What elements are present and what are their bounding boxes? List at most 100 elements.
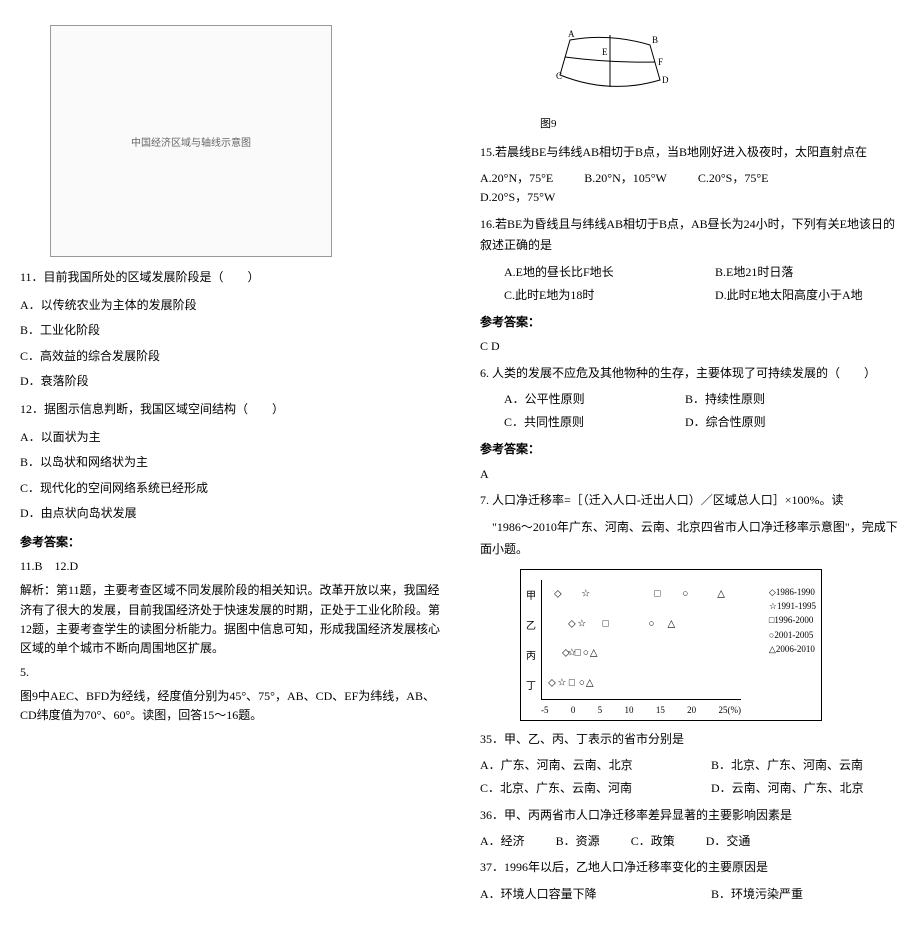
q16-opt-a: A.E地的昼长比F地长 (492, 263, 672, 282)
q35-opt-c: C．北京、广东、云南、河南 (480, 779, 680, 798)
q12-opt-c: C．现代化的空间网络系统已经形成 (20, 478, 440, 500)
chart-marker: △ (586, 678, 594, 689)
q36-opt-c: C．政策 (631, 832, 675, 851)
q12-opt-a: A．以面状为主 (20, 427, 440, 449)
legend-0: ◇1986-1990 (769, 585, 816, 599)
q11-opt-d: D．衰落阶段 (20, 371, 440, 393)
q37-stem: 37．1996年以后，乙地人口净迁移率变化的主要原因是 (480, 857, 900, 879)
q15-opt-b: B.20°N，105°W (584, 169, 667, 188)
q36-opt-d: D．交通 (706, 832, 751, 851)
chart-marker: △ (717, 588, 725, 599)
q36-options: A．经济 B．资源 C．政策 D．交通 (480, 832, 900, 851)
q6-opt-b: B．持续性原则 (673, 390, 765, 409)
migration-chart: 甲 乙 丙 丁 ◇☆□○△◇☆□○△◇☆□○△◇☆□○△ -5 0 5 10 1… (520, 569, 822, 721)
q37-options: A．环境人口容量下降 B．环境污染严重 (480, 885, 900, 904)
chart-marker: □ (575, 648, 581, 659)
china-map-figure: 中国经济区域与轴线示意图 (50, 25, 332, 257)
diagram-label-e: E (602, 47, 608, 57)
xlabel-5: 20 (687, 705, 696, 715)
xlabel-1: 0 (571, 705, 576, 715)
q15-opt-c: C.20°S，75°E (698, 169, 769, 188)
legend-3: ○2001-2005 (769, 628, 816, 642)
chart-marker: △ (590, 648, 598, 659)
ylabel-2: 丙 (526, 647, 536, 662)
q12-opt-d: D．由点状向岛状发展 (20, 503, 440, 525)
right-column: A B C D E F 图9 15.若晨线BE与纬线AB相切于B点，当B地刚好进… (480, 20, 900, 908)
q36-opt-b: B．资源 (556, 832, 600, 851)
chart-marker: ○ (583, 648, 589, 659)
xlabel-2: 5 (598, 705, 603, 715)
map-label: 中国经济区域与轴线示意图 (131, 134, 251, 149)
figure-9-caption: 图9 (540, 116, 900, 134)
answer-1: 11.B 12.D (20, 557, 440, 576)
chart-xaxis: -5 0 5 10 15 20 25(%) (541, 705, 741, 715)
q15-stem: 15.若晨线BE与纬线AB相切于B点，当B地刚好进入极夜时，太阳直射点在 (480, 142, 900, 164)
chart-marker: ○ (579, 678, 585, 689)
answer-2: C D (480, 337, 900, 356)
page: 中国经济区域与轴线示意图 11．目前我国所处的区域发展阶段是（ ） A．以传统农… (20, 20, 900, 908)
xlabel-3: 10 (624, 705, 633, 715)
q16-options-row2: C.此时E地为18时 D.此时E地太阳高度小于A地 (480, 286, 900, 305)
diagram-label-f: F (658, 57, 663, 67)
ylabel-0: 甲 (526, 587, 536, 602)
q5-number: 5. (20, 663, 440, 682)
chart-marker: ○ (682, 588, 688, 599)
q16-opt-c: C.此时E地为18时 (492, 286, 672, 305)
legend-1: ☆1991-1995 (769, 599, 816, 613)
chart-marker: ○ (648, 618, 654, 629)
q16-stem: 16.若BE为昏线且与纬线AB相切于B点，AB昼长为24小时，下列有关E地该日的… (480, 214, 900, 257)
q6-opt-a: A．公平性原则 (492, 390, 642, 409)
chart-marker: ☆ (557, 678, 566, 689)
q15-opt-a: A.20°N，75°E (480, 169, 553, 188)
q6-options-row1: A．公平性原则 B．持续性原则 (480, 390, 900, 409)
q11-opt-b: B．工业化阶段 (20, 320, 440, 342)
q36-stem: 36．甲、丙两省市人口净迁移率差异显著的主要影响因素是 (480, 805, 900, 827)
q16-opt-b: B.E地21时日落 (703, 263, 793, 282)
q5-intro: 图9中AEC、BFD为经线，经度值分别为45°、75°，AB、CD、EF为纬线，… (20, 687, 440, 725)
q15-opt-d: D.20°S，75°W (480, 188, 555, 207)
q35-row2: C．北京、广东、云南、河南 D．云南、河南、广东、北京 (480, 779, 900, 798)
ylabel-1: 乙 (526, 617, 536, 632)
ylabel-3: 丁 (526, 677, 536, 692)
answer-label-1: 参考答案： (20, 533, 440, 552)
chart-marker: □ (654, 588, 660, 599)
chart-marker: ☆ (581, 588, 590, 599)
legend-2: □1996-2000 (769, 613, 816, 627)
q7-line2: "1986～2010年广东、河南、云南、北京四省市人口净迁移率示意图"，完成下面… (480, 517, 900, 560)
q37-opt-a: A．环境人口容量下降 (480, 885, 680, 904)
q6-options-row2: C．共同性原则 D．综合性原则 (480, 413, 900, 432)
q6-opt-d: D．综合性原则 (673, 413, 766, 432)
legend-4: △2006-2010 (769, 642, 816, 656)
xlabel-4: 15 (656, 705, 665, 715)
chart-marker: ◇ (554, 588, 562, 599)
q35-opt-b: B．北京、广东、河南、云南 (711, 756, 863, 775)
q6-opt-c: C．共同性原则 (492, 413, 642, 432)
q7-line1: 7. 人口净迁移率=［（迁入人口-迁出人口）／区域总人口］×100%。读 (480, 490, 900, 512)
left-column: 中国经济区域与轴线示意图 11．目前我国所处的区域发展阶段是（ ） A．以传统农… (20, 20, 440, 908)
diagram-label-b: B (652, 35, 658, 45)
chart-marker: □ (569, 678, 575, 689)
chart-legend: ◇1986-1990 ☆1991-1995 □1996-2000 ○2001-2… (769, 585, 816, 657)
answer-label-3: 参考答案： (480, 440, 900, 459)
q12-stem: 12．据图示信息判断，我国区域空间结构（ ） (20, 399, 440, 421)
q35-opt-a: A．广东、河南、云南、北京 (480, 756, 680, 775)
q11-stem: 11．目前我国所处的区域发展阶段是（ ） (20, 267, 440, 289)
q35-row1: A．广东、河南、云南、北京 B．北京、广东、河南、云南 (480, 756, 900, 775)
q37-opt-b: B．环境污染严重 (711, 885, 803, 904)
q15-options: A.20°N，75°E B.20°N，105°W C.20°S，75°E D.2… (480, 169, 900, 207)
q6-stem: 6. 人类的发展不应危及其他物种的生存，主要体现了可持续发展的（ ） (480, 363, 900, 385)
diagram-label-a: A (568, 29, 575, 39)
figure-9-diagram: A B C D E F (540, 25, 680, 105)
diagram-label-c: C (556, 71, 562, 81)
diagram-label-d: D (662, 75, 669, 85)
chart-plot: ◇☆□○△◇☆□○△◇☆□○△◇☆□○△ (541, 580, 741, 700)
q35-stem: 35．甲、乙、丙、丁表示的省市分别是 (480, 729, 900, 751)
q16-options-row1: A.E地的昼长比F地长 B.E地21时日落 (480, 263, 900, 282)
xlabel-0: -5 (541, 705, 549, 715)
chart-marker: ◇ (548, 678, 556, 689)
q12-opt-b: B．以岛状和网络状为主 (20, 452, 440, 474)
chart-marker: □ (603, 618, 609, 629)
q35-opt-d: D．云南、河南、广东、北京 (711, 779, 864, 798)
chart-marker: ◇ (568, 618, 576, 629)
chart-marker: △ (667, 618, 675, 629)
